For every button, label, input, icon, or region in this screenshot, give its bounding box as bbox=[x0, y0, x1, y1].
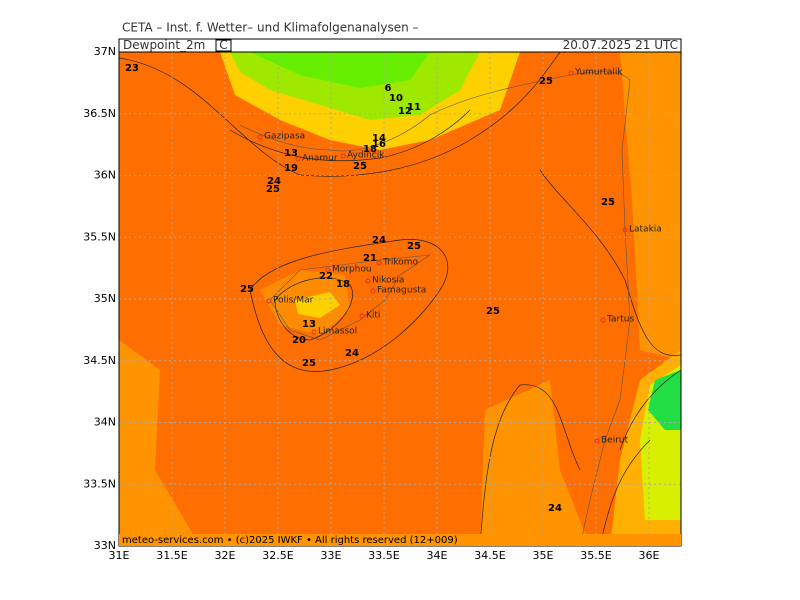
contour-label: 11 bbox=[407, 102, 421, 113]
field-green bbox=[250, 52, 430, 88]
contour-label: 23 bbox=[125, 63, 139, 74]
place-label: Kiti bbox=[366, 311, 380, 321]
place-marker bbox=[257, 134, 263, 140]
x-tick-label: 33.5E bbox=[368, 549, 399, 562]
contour-label: 22 bbox=[319, 271, 333, 282]
x-tick-label: 36E bbox=[639, 549, 660, 562]
contour-label: 24 bbox=[372, 235, 386, 246]
contour-label: 10 bbox=[389, 93, 403, 104]
contour-label: 25 bbox=[302, 358, 316, 369]
field-light bbox=[480, 380, 590, 546]
place-label: Beirut bbox=[601, 436, 629, 446]
field-light bbox=[119, 340, 200, 546]
variable: Dewpoint_2m bbox=[123, 38, 205, 52]
place-marker bbox=[325, 267, 331, 273]
unit-box bbox=[215, 39, 232, 52]
field-light bbox=[620, 52, 681, 360]
y-tick-label: 34N bbox=[94, 416, 116, 429]
x-tick-label: 31.5E bbox=[156, 549, 187, 562]
contour-label: 16 bbox=[372, 139, 386, 150]
place-label: Yumurtalik bbox=[574, 68, 623, 78]
contour-label: 14 bbox=[372, 133, 386, 144]
datetime: 20.07.2025 21 UTC bbox=[563, 38, 678, 52]
place-label: Trikomo bbox=[382, 258, 419, 268]
contour-label: 25 bbox=[353, 161, 367, 172]
place-marker bbox=[622, 227, 628, 233]
place-marker bbox=[370, 288, 376, 294]
place-label: Aydincik bbox=[347, 151, 385, 161]
y-tick-label: 35N bbox=[94, 292, 116, 305]
place-marker bbox=[311, 329, 317, 335]
contour-label: 6 bbox=[385, 83, 392, 94]
place-label: Anamur bbox=[302, 154, 338, 164]
contour-label: 25 bbox=[266, 184, 280, 195]
contour-label: 19 bbox=[284, 163, 298, 174]
title: CETA – Inst. f. Wetter– und Klimafolgena… bbox=[122, 21, 419, 35]
contour-label: 18 bbox=[336, 279, 350, 290]
x-tick-label: 32.5E bbox=[262, 549, 293, 562]
x-tick-label: 34E bbox=[427, 549, 448, 562]
x-tick-label: 34.5E bbox=[474, 549, 505, 562]
contour-label: 25 bbox=[240, 284, 254, 295]
contour-label: 24 bbox=[345, 348, 359, 359]
y-tick-label: 35.5N bbox=[83, 230, 116, 243]
place-marker bbox=[340, 153, 346, 159]
y-tick-label: 33N bbox=[94, 539, 116, 552]
y-tick-label: 33.5N bbox=[83, 477, 116, 490]
field-lebanon-green bbox=[648, 370, 681, 430]
contour-label: 13 bbox=[284, 148, 298, 159]
place-label: Morphou bbox=[332, 265, 372, 275]
place-marker bbox=[359, 313, 365, 319]
place-label: Nikosia bbox=[372, 276, 404, 286]
y-tick-label: 36N bbox=[94, 169, 116, 182]
x-tick-label: 33E bbox=[321, 549, 342, 562]
x-tick-label: 35.5E bbox=[580, 549, 611, 562]
contour-label: 24 bbox=[267, 176, 281, 187]
y-tick-label: 34.5N bbox=[83, 354, 116, 367]
contour-label: 12 bbox=[398, 106, 412, 117]
contour-label: 18 bbox=[363, 144, 377, 155]
contours bbox=[118, 51, 682, 547]
contour-label: 25 bbox=[601, 197, 615, 208]
coastlines bbox=[239, 71, 631, 547]
contour-label: 21 bbox=[363, 253, 377, 264]
place-label: Tartus bbox=[606, 315, 634, 325]
place-marker bbox=[365, 278, 371, 284]
grid bbox=[119, 52, 681, 546]
place-label: Limassol bbox=[318, 327, 357, 337]
contour-label: 25 bbox=[486, 306, 500, 317]
map-area bbox=[118, 51, 682, 547]
unit: C bbox=[219, 38, 227, 52]
contour-label: 24 bbox=[548, 503, 562, 514]
place-marker bbox=[266, 298, 272, 304]
x-tick-label: 32E bbox=[215, 549, 236, 562]
place-marker bbox=[600, 317, 606, 323]
x-tick-label: 35E bbox=[533, 549, 554, 562]
place-marker bbox=[376, 260, 382, 266]
y-tick-label: 37N bbox=[94, 45, 116, 58]
x-tick-label: 31E bbox=[109, 549, 130, 562]
place-marker bbox=[594, 438, 600, 444]
contour-label: 25 bbox=[407, 241, 421, 252]
contour-label: 25 bbox=[539, 76, 553, 87]
contour-label: 20 bbox=[292, 335, 306, 346]
place-label: Polis/Mar bbox=[273, 296, 314, 306]
place-label: Latakia bbox=[629, 225, 662, 235]
contour-label: 13 bbox=[302, 319, 316, 330]
place-label: Famagusta bbox=[377, 286, 426, 296]
y-tick-label: 36.5N bbox=[83, 107, 116, 120]
footer-bar bbox=[119, 534, 681, 546]
place-marker bbox=[295, 156, 301, 162]
field-cyprus-inner bbox=[295, 292, 340, 318]
place-marker bbox=[568, 70, 574, 76]
place-label: Gazipasa bbox=[264, 132, 305, 142]
footer: meteo-services.com • (c)2025 IWKF • All … bbox=[122, 535, 458, 546]
